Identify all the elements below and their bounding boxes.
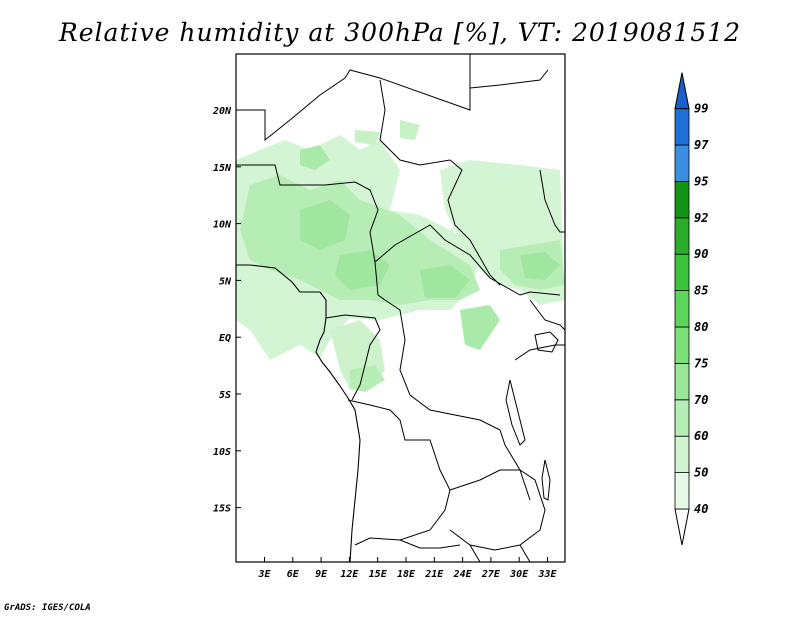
x-tick-label: 30E [509,569,529,580]
lake-victoria [534,331,559,353]
colorbar-segment [674,399,690,437]
humidity-area-core-8 [355,120,420,145]
humidity-area-core-1 [300,200,350,250]
colorbar-label: 75 [694,356,708,370]
border-north [236,54,471,142]
y-tick-label: 10N [213,220,232,231]
page-title: Relative humidity at 300hPa [%], VT: 201… [58,18,742,47]
x-tick-label: 15E [369,569,388,580]
colorbar-below-arrow [674,508,690,546]
humidity-area-core-5 [300,145,330,170]
border-east [514,169,565,361]
lake-tanganyika [505,379,526,446]
x-tick-label: 33E [537,569,557,580]
border-gabon-congo [325,314,381,401]
border-chad-sudan [379,79,501,286]
colorbar-label: 70 [694,393,708,407]
colorbar-label: 60 [694,429,708,443]
x-tick-label: 9E [315,569,328,580]
humidity-area-core-6 [460,305,500,350]
y-axis: 20N 15N 10N 5N EQ 5S 10S 15S [212,106,241,515]
colorbar-label: 85 [694,284,708,298]
border-zambia [449,469,546,551]
colorbar-label: 90 [694,247,708,261]
colorbar-segment [674,435,690,474]
colorbar-above-arrow [674,72,690,110]
colorbar-label: 99 [694,102,708,116]
colorbar-segment [674,253,690,291]
humidity-area-central-bands [240,175,480,305]
y-tick-label: 15N [213,163,232,174]
grads-credit: GrADS: IGES/COLA [4,603,91,613]
border-drc [384,299,531,501]
colorbar-label: 92 [694,211,708,225]
humidity-area-core-7 [350,365,385,392]
colorbar-segment [674,217,690,255]
x-tick-label: 3E [257,569,271,580]
humidity-area-core-3 [420,265,470,298]
colorbar-segment [674,362,690,401]
colorbar-label: 95 [694,174,708,188]
humidity-area-core-4 [520,252,560,280]
border-sahel [236,164,386,301]
colorbar-segment [674,108,690,146]
colorbar-segment [674,144,690,182]
colorbar-segment [674,180,690,219]
x-tick-label: 24E [453,569,473,580]
y-tick-label: 5N [219,276,232,287]
colorbar-segment [674,290,690,328]
x-axis: 3E 6E 9E 12E 15E 18E 21E 24E 27E 30E 33E [257,557,558,580]
map-boundaries [236,54,565,562]
colorbar-segment [674,472,690,510]
lake-malawi [541,459,551,501]
colorbar-label: 50 [694,466,708,480]
y-tick-label: 20N [212,106,232,117]
colorbar-segment [674,326,690,364]
x-tick-label: 12E [340,569,359,580]
map-frame [235,53,566,563]
red-sea-coast [469,69,549,89]
x-tick-label: 6E [287,569,300,580]
colorbar: 40 50 60 70 75 80 85 90 92 95 97 99 [674,72,709,546]
coastline-west-africa [236,264,361,562]
y-tick-label: 10S [213,447,231,458]
colorbar-label: 97 [694,138,709,152]
border-south [399,539,531,562]
border-car [374,224,561,296]
colorbar-label: 40 [694,502,708,516]
y-tick-label: 15S [213,504,231,515]
x-tick-label: 18E [397,569,416,580]
colorbar-label: 80 [694,320,708,334]
humidity-shading [236,120,565,392]
x-tick-label: 27E [481,569,501,580]
border-angola [347,399,451,546]
y-tick-label: 5S [219,390,231,401]
y-tick-label: EQ [219,333,231,344]
x-tick-label: 21E [424,569,444,580]
